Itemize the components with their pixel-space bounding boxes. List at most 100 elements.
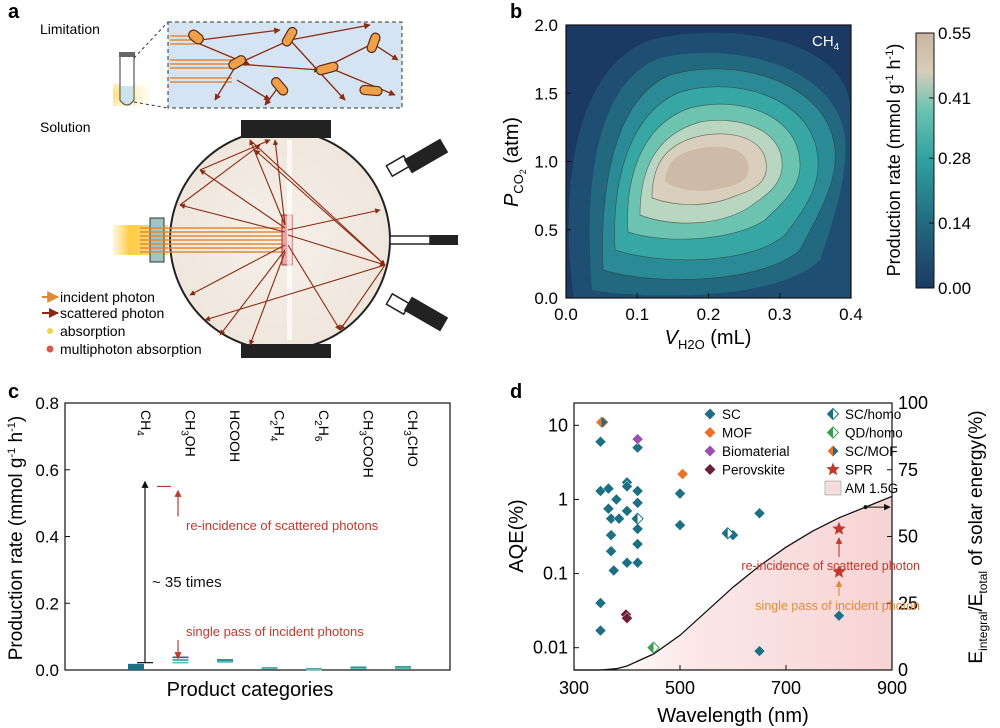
point-sc-mof	[596, 416, 608, 428]
legend-label: SC	[722, 407, 741, 422]
x-tick-label: 0.3	[768, 305, 792, 324]
panel-b-ylabel: PCO2 (atm)	[501, 117, 528, 207]
legend-item-sc: SC	[704, 407, 741, 422]
series-label-ch4: CH4	[812, 33, 840, 53]
reactor-diagram	[113, 120, 458, 358]
annotation-single-pass: single pass of incident photons	[186, 624, 364, 639]
panel-c-bars	[128, 656, 411, 671]
panel-d-y2label: Eintegral/Etotal of solar energy(%)	[966, 410, 990, 663]
point-sc	[674, 519, 686, 531]
legend-item-mof: MOF	[704, 426, 752, 441]
colorbar-tick-label: 0.28	[938, 149, 971, 168]
x-tick-label: 300	[559, 678, 589, 698]
point-mof	[676, 468, 689, 480]
y-tick-label: 10	[548, 415, 568, 435]
category-label: CH3OH	[179, 410, 199, 457]
panel-d-xlabel: Wavelength (nm)	[657, 705, 809, 727]
legend-label: SPR	[845, 463, 873, 478]
panel-c-axes: 0.0 0.2 0.4 0.6 0.8	[35, 394, 70, 680]
category-label: CH3COOH	[357, 410, 377, 478]
legend-item-biomaterial: Biomaterial	[704, 444, 790, 459]
point-sc	[753, 507, 766, 520]
legend-multiphoton-absorption: multiphoton absorption	[60, 341, 202, 357]
solar-fill	[574, 496, 892, 670]
point-sc	[631, 496, 644, 509]
legend-label: SC/MOF	[845, 444, 898, 459]
y2-tick-label: 25	[898, 593, 918, 613]
point-sc	[605, 545, 617, 558]
legend-label: SC/homo	[845, 407, 901, 422]
panel-d-ylabel: AQE(%)	[506, 499, 528, 572]
panel-c-xlabel: Product categories	[167, 679, 334, 701]
legend-item-perovskite: Perovskite	[704, 463, 785, 478]
y-tick-label: 0.4	[35, 528, 59, 547]
panel-c-annotations: re-incidence of scattered photons ~ 35 t…	[141, 480, 379, 663]
annotation-35-times: ~ 35 times	[152, 574, 222, 591]
point-sc	[610, 493, 623, 506]
annotation-d-single: single pass of incident photon	[755, 599, 920, 613]
point-perovskite	[621, 612, 633, 625]
point-sc	[631, 441, 644, 454]
point-sc	[621, 505, 633, 517]
x-tick-label: 900	[877, 678, 907, 698]
legend-item-am-1-5g: AM 1.5G	[824, 480, 898, 496]
colorbar-label: Production rate (mmol g-1 h-1)	[884, 44, 904, 277]
point-sc	[602, 502, 615, 515]
point-sc	[621, 556, 633, 569]
point-sc	[631, 538, 644, 550]
solution-label: Solution	[40, 119, 91, 135]
y-tick-label: 0.0	[35, 661, 59, 680]
point-sc	[605, 529, 617, 541]
legend-item-sc-mof: SC/MOF	[827, 444, 898, 459]
y-tick-label: 0.01	[533, 638, 568, 658]
y-tick-label: 0.2	[35, 594, 59, 613]
y2-tick-label: 50	[898, 527, 918, 547]
panel-d-letter: d	[510, 381, 522, 403]
point-sc	[594, 435, 607, 448]
y2-tick-label: 100	[898, 393, 928, 413]
x-tick-label: 0.1	[625, 305, 649, 324]
colorbar-tick-label: 0.41	[938, 89, 971, 108]
category-label: C2H4	[268, 410, 288, 442]
point-sc-homo	[631, 512, 644, 525]
panel-d-points	[594, 416, 846, 657]
colorbar-tick-label: 0.00	[938, 279, 971, 298]
colorbar-ticks: 0.55 0.41 0.28 0.14 0.00	[929, 24, 971, 298]
y-tick-label: 2.0	[534, 16, 558, 35]
panel-d-annotations: re-incidence of scattered photon single …	[741, 503, 920, 613]
panel-b-xlabel: VH2O (mL)	[665, 327, 752, 352]
y2-tick-label: 75	[898, 460, 918, 480]
limitation-inset	[167, 21, 403, 109]
y-tick-label: 0.5	[534, 221, 558, 240]
legend-label: QD/homo	[845, 426, 903, 441]
panel-c-ylabel: Production rate (mmol g-1 h-1)	[6, 416, 27, 661]
panel-c-categories: CH4 CH3OH HCOOH C2H4 C2H6 CH3COOH CH3CHO	[134, 410, 421, 478]
solar-energy-curve	[574, 495, 893, 671]
panel-b: b CH4 0.0 0.1 0.2 0.3 0.4 0.0 0.5 1.0 1.5 2.0 VH2…	[501, 1, 971, 352]
bar-ch4	[128, 664, 144, 670]
limitation-label: Limitation	[40, 21, 100, 37]
legend-scattered-photon: scattered photon	[60, 305, 164, 321]
panel-b-letter: b	[510, 1, 522, 23]
y-tick-label: 0.0	[534, 289, 558, 308]
category-label: CH4	[134, 410, 154, 436]
x-tick-label: 0.4	[839, 305, 863, 324]
point-sc	[674, 487, 686, 500]
y-tick-label: 0.8	[35, 394, 59, 413]
panel-b-axes: 0.0 0.1 0.2 0.3 0.4 0.0 0.5 1.0 1.5 2.0	[534, 16, 862, 324]
point-sc	[631, 523, 644, 535]
point-sc	[594, 624, 607, 637]
point-sc	[621, 480, 633, 493]
point-sc	[607, 564, 620, 577]
point-sc	[833, 609, 845, 622]
legend-incident-photon: incident photon	[60, 289, 155, 305]
point-sc	[631, 556, 644, 569]
colorbar	[915, 32, 935, 289]
y-tick-label: 1.5	[534, 84, 558, 103]
y-tick-label: 1.0	[534, 153, 558, 172]
point-sc	[613, 512, 625, 525]
annotation-reincidence: re-incidence of scattered photons	[186, 518, 379, 533]
